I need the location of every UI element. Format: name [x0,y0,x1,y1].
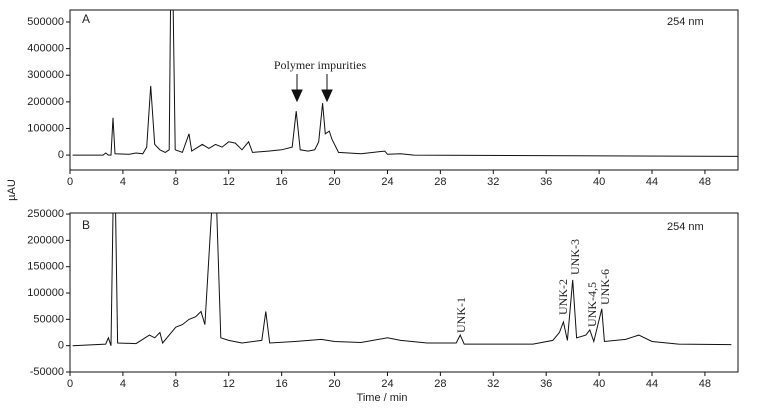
y-tick-label: -50000 [30,366,64,378]
peak-label: UNK-1 [454,297,468,333]
x-tick-label: 24 [381,176,393,188]
annotation: Polymer impurities [274,58,367,72]
x-tick-label: 8 [173,176,179,188]
x-tick-label: 8 [173,378,179,390]
wavelength: 254 nm [667,221,704,233]
peak-label: UNK-6 [598,269,612,305]
panel-label: A [82,12,90,26]
x-tick-label: 32 [487,378,499,390]
x-tick-label: 16 [276,378,288,390]
x-tick-label: 44 [646,378,658,390]
x-tick-label: 32 [487,176,499,188]
chromatogram-line [72,10,738,157]
y-tick-label: 0 [58,340,64,352]
x-axis-label: Time / min [357,392,408,404]
x-tick-label: 0 [67,378,73,390]
y-tick-label: 100000 [27,122,64,134]
x-tick-label: 4 [120,378,126,390]
panel-label: B [82,218,90,232]
y-tick-label: 150000 [27,261,64,273]
x-tick-label: 12 [223,378,235,390]
x-tick-label: 48 [699,176,711,188]
x-tick-label: 24 [381,378,393,390]
x-tick-label: 16 [276,176,288,188]
y-tick-label: 50000 [33,313,64,325]
y-tick-label: 250000 [27,208,64,220]
plot-frame [69,212,739,373]
x-tick-label: 40 [593,378,605,390]
y-tick-label: 100000 [27,287,64,299]
x-tick-label: 20 [328,176,340,188]
x-tick-label: 4 [120,176,126,188]
x-tick-label: 0 [67,176,73,188]
peak-label: UNK-2 [556,279,570,315]
arrows [291,74,333,103]
chromatogram-line [72,213,732,347]
y-tick-label: 300000 [27,69,64,81]
x-tick-label: 12 [223,176,235,188]
peak-label: UNK-3 [568,239,582,275]
y-tick-label: 200000 [27,96,64,108]
x-tick-label: 48 [699,378,711,390]
y-tick-label: 500000 [27,16,64,28]
y-tick-label: 400000 [27,43,64,55]
plot-frame [69,9,739,171]
x-tick-label: 44 [646,176,658,188]
x-tick-label: 28 [434,378,446,390]
x-tick-label: 20 [328,378,340,390]
y-tick-label: 200000 [27,234,64,246]
x-tick-label: 36 [540,378,552,390]
x-tick-label: 28 [434,176,446,188]
x-tick-label: 36 [540,176,552,188]
y-axis-label: µAU [6,179,18,201]
x-tick-label: 40 [593,176,605,188]
peak-label: UNK-4,5 [585,282,599,327]
wavelength: 254 nm [667,16,704,28]
y-tick-label: 0 [58,149,64,161]
